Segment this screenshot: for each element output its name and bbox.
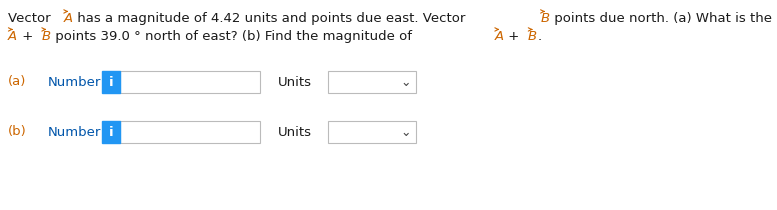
Text: ⌄: ⌄ [400, 126, 411, 139]
Text: points 39.0 ° north of east? (b) Find the magnitude of: points 39.0 ° north of east? (b) Find th… [51, 30, 416, 43]
FancyBboxPatch shape [328, 121, 416, 143]
Text: A: A [494, 30, 503, 43]
FancyBboxPatch shape [120, 71, 260, 93]
Text: Units: Units [278, 126, 312, 139]
FancyBboxPatch shape [120, 121, 260, 143]
Text: Vector: Vector [8, 12, 55, 25]
Text: Number: Number [48, 76, 101, 88]
Text: ⌄: ⌄ [400, 76, 411, 88]
Text: Number: Number [48, 126, 101, 139]
Text: has a magnitude of 4.42 units and points due east. Vector: has a magnitude of 4.42 units and points… [73, 12, 470, 25]
FancyBboxPatch shape [102, 121, 120, 143]
Text: +: + [504, 30, 524, 43]
Text: points due north. (a) What is the magnitude of: points due north. (a) What is the magnit… [550, 12, 777, 25]
Text: (a): (a) [8, 76, 26, 88]
Text: .: . [538, 30, 542, 43]
Text: A: A [8, 30, 17, 43]
Text: A: A [64, 12, 72, 25]
Text: i: i [109, 76, 113, 88]
Text: B: B [41, 30, 51, 43]
FancyBboxPatch shape [102, 71, 120, 93]
FancyBboxPatch shape [328, 71, 416, 93]
Text: +: + [18, 30, 37, 43]
Text: Units: Units [278, 76, 312, 88]
Text: B: B [540, 12, 549, 25]
Text: i: i [109, 126, 113, 139]
Text: B: B [528, 30, 537, 43]
Text: (b): (b) [8, 126, 26, 139]
